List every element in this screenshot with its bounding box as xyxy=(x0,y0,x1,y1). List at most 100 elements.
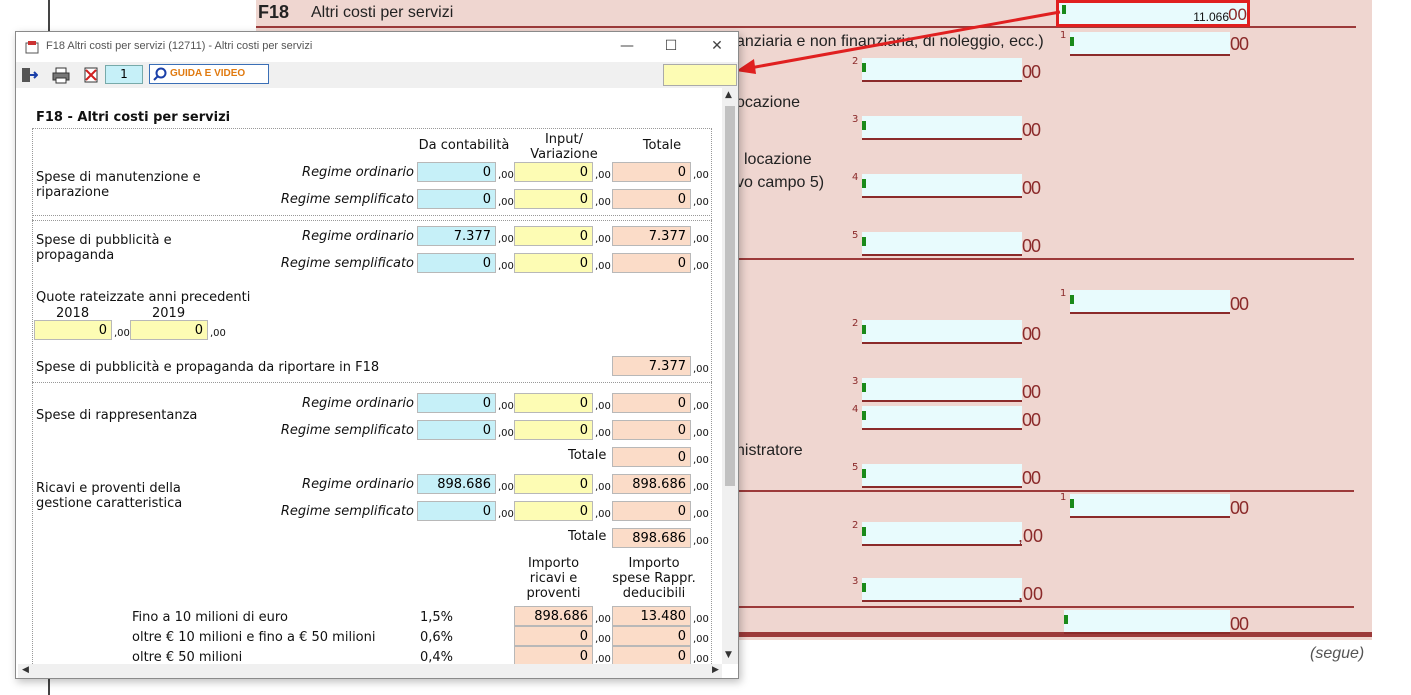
bg-rule xyxy=(256,632,1372,637)
cents-label: ,00 xyxy=(595,401,611,412)
bg-segue: (segue) xyxy=(1310,645,1365,662)
ricavi-ord-contabilita[interactable]: 898.686 xyxy=(417,474,496,494)
cents-label: ,00 xyxy=(498,428,514,439)
cents-label: ,00 xyxy=(498,197,514,208)
bg-field[interactable]: 3 xyxy=(852,576,1022,602)
scaglioni-col-spese: Importo spese Rappr. deducibili xyxy=(612,556,696,601)
quote-label: Quote rateizzate anni precedenti xyxy=(36,290,251,305)
ricavi-ord-input[interactable]: 0 xyxy=(514,474,593,494)
rappresentanza-sem-contabilita[interactable]: 0 xyxy=(417,420,496,440)
pubblicita-label: Spese di pubblicità e propaganda xyxy=(36,233,172,263)
cents-label: ,00 xyxy=(693,234,709,245)
scroll-up-icon[interactable]: ▲ xyxy=(725,90,732,100)
guide-video-button[interactable]: GUIDA E VIDEO xyxy=(149,64,269,84)
exit-icon[interactable] xyxy=(20,66,38,84)
pubblicita-sem-contabilita[interactable]: 0 xyxy=(417,253,496,273)
bg-field[interactable]: 4 xyxy=(852,404,1022,430)
bg-rule xyxy=(256,26,1356,28)
cents-label: ,00 xyxy=(693,170,709,181)
ricavi-label: Ricavi e proventi della gestione caratte… xyxy=(36,481,183,511)
dialog-toolbar: 1 GUIDA E VIDEO xyxy=(16,62,738,88)
scaglione-spese: 0 xyxy=(612,646,691,666)
cents-label: ,00 xyxy=(693,536,709,547)
pubblicita-ord-input[interactable]: 0 xyxy=(514,226,593,246)
bg-field[interactable]: 5 xyxy=(852,230,1022,256)
col-header-totale: Totale xyxy=(642,138,682,153)
quote-year-2019: 2019 xyxy=(152,306,186,321)
bg-section-code: F18 xyxy=(258,2,290,22)
col-header-input: Input/ Variazione xyxy=(530,132,598,162)
bg-field[interactable]: 1 xyxy=(1060,288,1230,314)
regime-ordinario-label: Regime ordinario xyxy=(302,396,414,411)
bg-line-text: vo campo 5) xyxy=(736,174,825,191)
scaglione-pct: 0,4% xyxy=(420,650,454,665)
bg-field[interactable] xyxy=(1064,610,1230,634)
horizontal-scrollbar[interactable]: ◀ ▶ xyxy=(18,664,722,678)
summary-field[interactable] xyxy=(663,64,737,86)
manutenzione-ord-totale: 0 xyxy=(612,162,691,182)
scaglione-pct: 1,5% xyxy=(420,610,454,625)
scaglione-label: oltre € 10 milioni e fino a € 50 milioni xyxy=(132,630,376,645)
app-icon xyxy=(25,41,39,54)
bg-field[interactable]: 3 xyxy=(852,376,1022,402)
scaglione-spese: 0 xyxy=(612,626,691,646)
rappresentanza-totale-label: Totale xyxy=(568,448,607,463)
cents-label: ,00 xyxy=(498,509,514,520)
cents-label: ,00 xyxy=(693,634,709,645)
cents-label: ,00 xyxy=(595,234,611,245)
pubblicita-sem-input[interactable]: 0 xyxy=(514,253,593,273)
cents-label: ,00 xyxy=(498,401,514,412)
bg-field[interactable]: 2 xyxy=(852,56,1022,82)
quote-2018-input[interactable]: 0 xyxy=(34,320,112,340)
bg-field[interactable]: 3 xyxy=(852,114,1022,140)
manutenzione-sem-contabilita[interactable]: 0 xyxy=(417,189,496,209)
cents-label: ,00 xyxy=(595,170,611,181)
ricavi-sem-input[interactable]: 0 xyxy=(514,501,593,521)
bg-field[interactable]: 1 xyxy=(1060,492,1230,518)
minimize-button[interactable]: — xyxy=(620,38,634,54)
cents-label: ,00 xyxy=(693,261,709,272)
regime-semplificato-label: Regime semplificato xyxy=(280,504,414,519)
print-icon[interactable] xyxy=(52,66,70,84)
manutenzione-ord-input[interactable]: 0 xyxy=(514,162,593,182)
manutenzione-sem-input[interactable]: 0 xyxy=(514,189,593,209)
bg-field[interactable]: 4 xyxy=(852,172,1022,198)
rappresentanza-ord-input[interactable]: 0 xyxy=(514,393,593,413)
cents-label: ,00 xyxy=(693,455,709,466)
scroll-down-icon[interactable]: ▼ xyxy=(725,650,732,660)
scaglioni-col-ricavi: Importo ricavi e proventi xyxy=(526,556,581,601)
dialog-title: F18 Altri costi per servizi (12711) - Al… xyxy=(46,40,313,52)
rappresentanza-ord-contabilita[interactable]: 0 xyxy=(417,393,496,413)
bg-field[interactable]: 1 xyxy=(1060,30,1230,56)
dialog-content: F18 - Altri costi per servizi Da contabi… xyxy=(18,88,722,678)
bg-rule xyxy=(736,490,1354,492)
rappresentanza-ord-totale: 0 xyxy=(612,393,691,413)
guide-video-label: GUIDA E VIDEO xyxy=(170,68,246,79)
close-button[interactable]: ✕ xyxy=(711,38,723,54)
cents-label: ,00 xyxy=(595,261,611,272)
regime-ordinario-label: Regime ordinario xyxy=(302,477,414,492)
ricavi-sem-contabilita[interactable]: 0 xyxy=(417,501,496,521)
vertical-scrollbar[interactable]: ▲ ▼ xyxy=(722,88,738,664)
scroll-left-icon[interactable]: ◀ xyxy=(22,665,29,675)
bg-field[interactable]: 2 xyxy=(852,520,1022,546)
page-number[interactable]: 1 xyxy=(105,65,143,84)
rappresentanza-sem-input[interactable]: 0 xyxy=(514,420,593,440)
quote-2019-input[interactable]: 0 xyxy=(130,320,208,340)
pubblicita-ord-contabilita[interactable]: 7.377 xyxy=(417,226,496,246)
manutenzione-ord-contabilita[interactable]: 0 xyxy=(417,162,496,182)
delete-icon[interactable] xyxy=(82,66,100,84)
cents-label: ,00 xyxy=(498,170,514,181)
cents-label: ,00 xyxy=(595,197,611,208)
bg-field[interactable]: 5 xyxy=(852,462,1022,488)
dialog-titlebar[interactable]: F18 Altri costi per servizi (12711) - Al… xyxy=(16,32,738,62)
cents-label: ,00 xyxy=(595,509,611,520)
maximize-button[interactable]: ☐ xyxy=(664,38,678,54)
scroll-right-icon[interactable]: ▶ xyxy=(712,665,719,675)
cents-label: ,00 xyxy=(693,509,709,520)
bg-total-field[interactable]: 11.066 00 xyxy=(1056,0,1250,27)
cents-label: ,00 xyxy=(498,482,514,493)
cents-label: ,00 xyxy=(595,634,611,645)
scroll-thumb[interactable] xyxy=(725,106,735,486)
bg-field[interactable]: 2 xyxy=(852,318,1022,344)
